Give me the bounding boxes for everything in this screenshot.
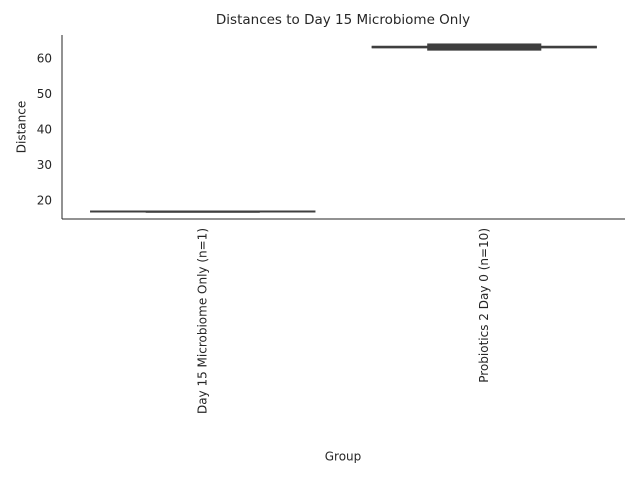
y-tick-label: 40 (37, 123, 52, 137)
y-axis-label: Distance (15, 101, 29, 153)
y-tick-label: 20 (37, 193, 52, 207)
x-tick-label: Probiotics 2 Day 0 (n=10) (477, 228, 491, 383)
y-tick-label: 50 (37, 87, 52, 101)
x-axis-label: Group (325, 450, 362, 464)
chart-title: Distances to Day 15 Microbiome Only (216, 12, 470, 28)
y-tick-label: 60 (37, 52, 52, 66)
x-tick-label: Day 15 Microbiome Only (n=1) (195, 228, 209, 414)
y-tick-label: 30 (37, 158, 52, 172)
